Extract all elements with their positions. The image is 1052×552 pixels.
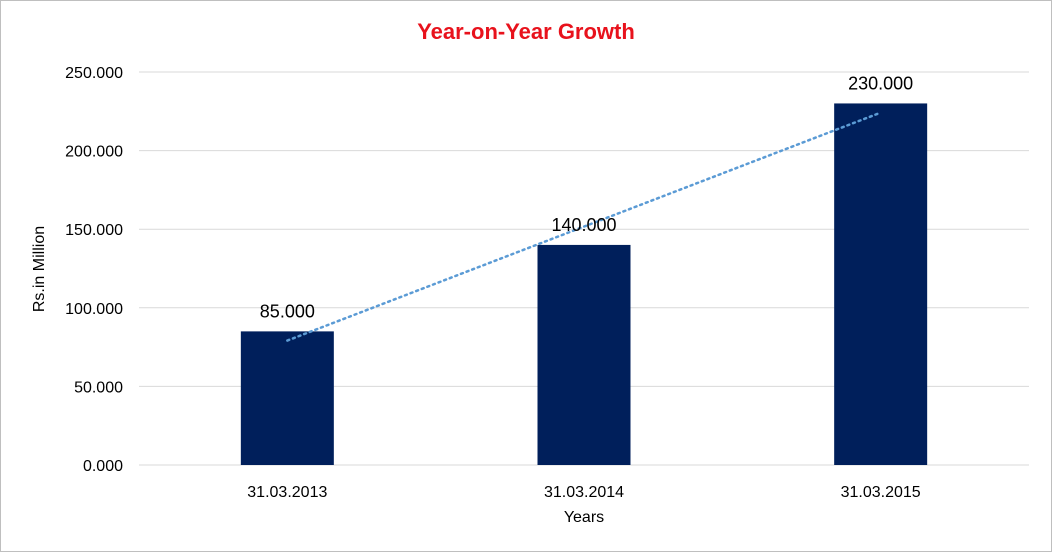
y-tick-label: 50.000 bbox=[74, 379, 123, 396]
data-label: 85.000 bbox=[260, 301, 315, 321]
x-tick-labels: 31.03.2013 31.03.2014 31.03.2015 bbox=[247, 484, 921, 501]
bar bbox=[834, 103, 928, 465]
y-tick-label: 150.000 bbox=[65, 222, 123, 239]
x-axis-label: Years bbox=[564, 509, 604, 526]
data-labels: 85.000 140.000 230.000 bbox=[260, 73, 913, 321]
bar bbox=[240, 331, 334, 465]
y-tick-labels: 0.000 50.000 100.000 150.000 200.000 250.000 bbox=[65, 65, 123, 475]
bar bbox=[537, 244, 631, 465]
trendline bbox=[286, 111, 882, 342]
y-tick-label: 250.000 bbox=[65, 65, 123, 82]
y-tick-label: 0.000 bbox=[83, 458, 123, 475]
y-tick-label: 100.000 bbox=[65, 301, 123, 318]
x-tick-label: 31.03.2013 bbox=[247, 484, 327, 501]
x-tick-label: 31.03.2015 bbox=[841, 484, 921, 501]
y-axis-label: Rs.in Million bbox=[31, 226, 48, 312]
y-tick-label: 200.000 bbox=[65, 144, 123, 161]
x-tick-label: 31.03.2014 bbox=[544, 484, 624, 501]
chart-title: Year-on-Year Growth bbox=[417, 19, 635, 44]
data-label: 140.000 bbox=[551, 215, 616, 235]
bars bbox=[240, 103, 928, 465]
trendline-group bbox=[286, 111, 882, 342]
data-label: 230.000 bbox=[848, 73, 913, 93]
